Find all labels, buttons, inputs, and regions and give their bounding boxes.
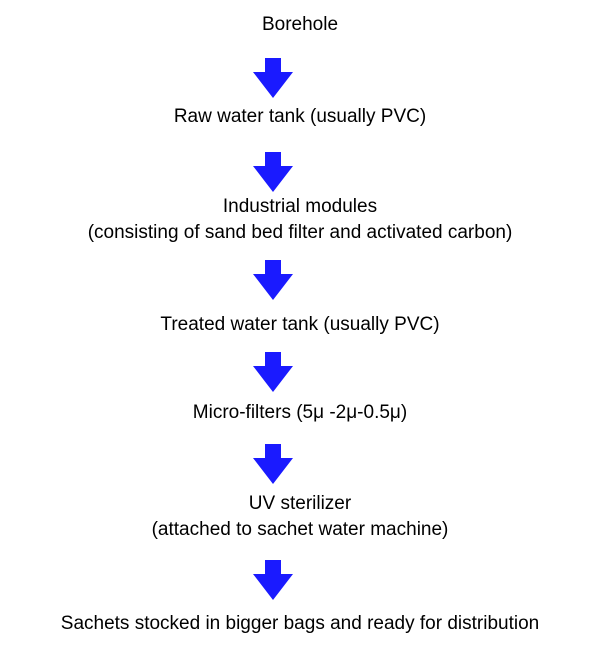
step-label: Micro-filters (5μ -2μ-0.5μ) <box>192 402 408 423</box>
step-label: Raw water tank (usually PVC) <box>173 106 427 127</box>
step-sublabel: (consisting of sand bed filter and activ… <box>87 222 513 243</box>
step-sachets-stocked: Sachets stocked in bigger bags and ready… <box>0 611 600 637</box>
step-raw-water-tank: Raw water tank (usually PVC) <box>0 104 600 130</box>
step-label: UV sterilizer <box>248 493 352 514</box>
step-sublabel: (attached to sachet water machine) <box>151 519 449 540</box>
step-label: Sachets stocked in bigger bags and ready… <box>60 613 540 634</box>
down-arrow-2 <box>253 152 293 192</box>
step-treated-water-tank: Treated water tank (usually PVC) <box>0 312 600 338</box>
step-micro-filters: Micro-filters (5μ -2μ-0.5μ) <box>0 400 600 426</box>
step-label: Borehole <box>261 14 339 35</box>
down-arrow-6 <box>253 560 293 600</box>
down-arrow-4 <box>253 352 293 392</box>
down-arrow-3 <box>253 260 293 300</box>
step-label: Industrial modules <box>222 196 378 217</box>
down-arrow-1 <box>253 58 293 98</box>
step-uv-sterilizer: UV sterilizer (attached to sachet water … <box>0 491 600 543</box>
down-arrow-5 <box>253 444 293 484</box>
step-label: Treated water tank (usually PVC) <box>160 314 440 335</box>
step-industrial-modules: Industrial modules (consisting of sand b… <box>0 194 600 246</box>
step-borehole: Borehole <box>0 12 600 38</box>
